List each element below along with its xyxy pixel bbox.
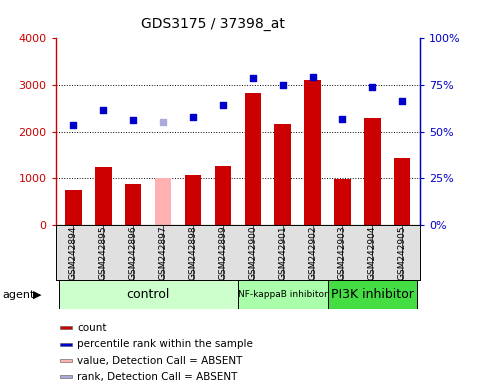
Text: GSM242897: GSM242897 <box>158 225 168 280</box>
Text: GSM242896: GSM242896 <box>129 225 138 280</box>
Text: agent: agent <box>2 290 35 300</box>
Point <box>309 73 316 79</box>
Bar <box>95 167 112 225</box>
Bar <box>364 119 381 225</box>
Bar <box>238 280 327 309</box>
Text: GSM242902: GSM242902 <box>308 225 317 280</box>
Text: count: count <box>77 323 107 333</box>
Point <box>70 121 77 127</box>
Point <box>398 98 406 104</box>
Bar <box>155 178 171 225</box>
Text: NF-kappaB inhibitor: NF-kappaB inhibitor <box>238 290 327 299</box>
Bar <box>59 326 72 329</box>
Text: GDS3175 / 37398_at: GDS3175 / 37398_at <box>141 17 284 31</box>
Text: control: control <box>127 288 170 301</box>
Text: GSM242903: GSM242903 <box>338 225 347 280</box>
Point <box>249 75 256 81</box>
Bar <box>274 124 291 225</box>
Text: GSM242899: GSM242899 <box>218 225 227 280</box>
Point <box>369 84 376 90</box>
Text: GSM242900: GSM242900 <box>248 225 257 280</box>
Text: GSM242898: GSM242898 <box>188 225 198 280</box>
Text: rank, Detection Call = ABSENT: rank, Detection Call = ABSENT <box>77 372 238 382</box>
Text: PI3K inhibitor: PI3K inhibitor <box>331 288 414 301</box>
Bar <box>125 184 142 225</box>
Text: value, Detection Call = ABSENT: value, Detection Call = ABSENT <box>77 356 242 366</box>
Text: GSM242894: GSM242894 <box>69 225 78 280</box>
Bar <box>304 80 321 225</box>
Bar <box>59 343 72 346</box>
Text: GSM242904: GSM242904 <box>368 225 377 280</box>
Point <box>159 119 167 125</box>
Text: percentile rank within the sample: percentile rank within the sample <box>77 339 253 349</box>
Text: GSM242901: GSM242901 <box>278 225 287 280</box>
Bar <box>215 166 231 225</box>
Bar <box>185 175 201 225</box>
Bar <box>59 376 72 378</box>
Point <box>279 82 286 88</box>
Text: ▶: ▶ <box>33 290 42 300</box>
Bar <box>65 190 82 225</box>
Text: GSM242905: GSM242905 <box>398 225 407 280</box>
Point <box>219 103 227 109</box>
Point <box>99 107 107 113</box>
Bar <box>394 157 411 225</box>
Bar <box>244 93 261 225</box>
Bar <box>58 280 238 309</box>
Bar <box>334 179 351 225</box>
Point <box>189 114 197 120</box>
Bar <box>59 359 72 362</box>
Text: GSM242895: GSM242895 <box>99 225 108 280</box>
Point <box>129 117 137 123</box>
Point <box>339 116 346 122</box>
Bar <box>327 280 417 309</box>
